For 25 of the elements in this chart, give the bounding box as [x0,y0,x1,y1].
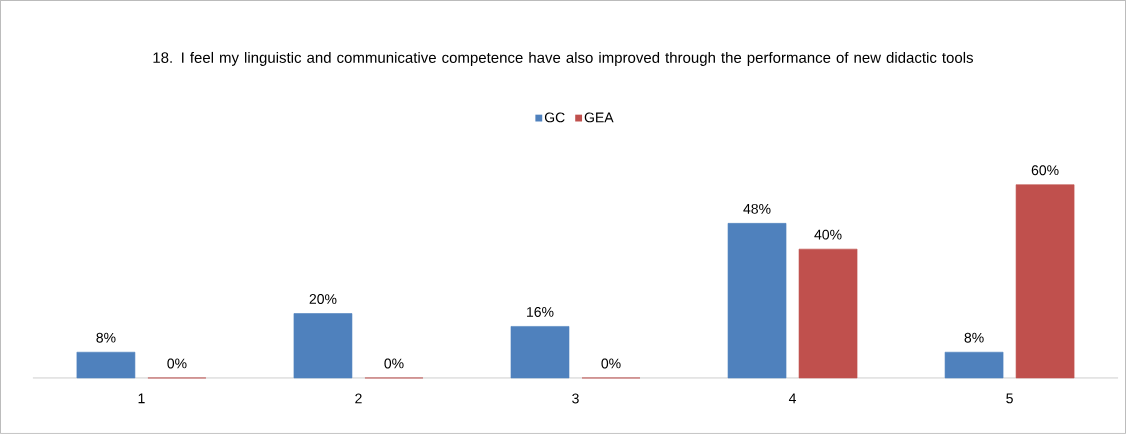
x-tick-label: 3 [572,393,579,404]
data-label: 0% [167,358,187,369]
data-label: 8% [96,332,116,343]
legend-label: GC [544,112,565,123]
bar [798,248,858,379]
data-label: 20% [309,294,337,305]
chart-title: 18. I feel my linguistic and communicative competence have also improved through the performance of new didactic tools [153,51,974,66]
bar [727,223,787,379]
data-label: 0% [384,358,404,369]
data-label: 8% [964,332,984,343]
data-label: 16% [527,307,554,317]
data-label: 48% [743,203,771,214]
bar [293,313,353,379]
x-tick-label: 4 [788,393,797,404]
x-tick-label: 5 [1006,393,1013,404]
bar [944,351,1004,379]
data-label: 40% [814,229,842,240]
legend-label: GEA [584,112,614,123]
bar [510,326,570,379]
data-label: 0% [601,358,621,369]
x-tick-label: 2 [355,393,362,404]
data-label: 60% [1031,165,1059,176]
x-tick-label: 1 [138,393,145,404]
bar [76,351,136,379]
bar [1015,184,1075,379]
